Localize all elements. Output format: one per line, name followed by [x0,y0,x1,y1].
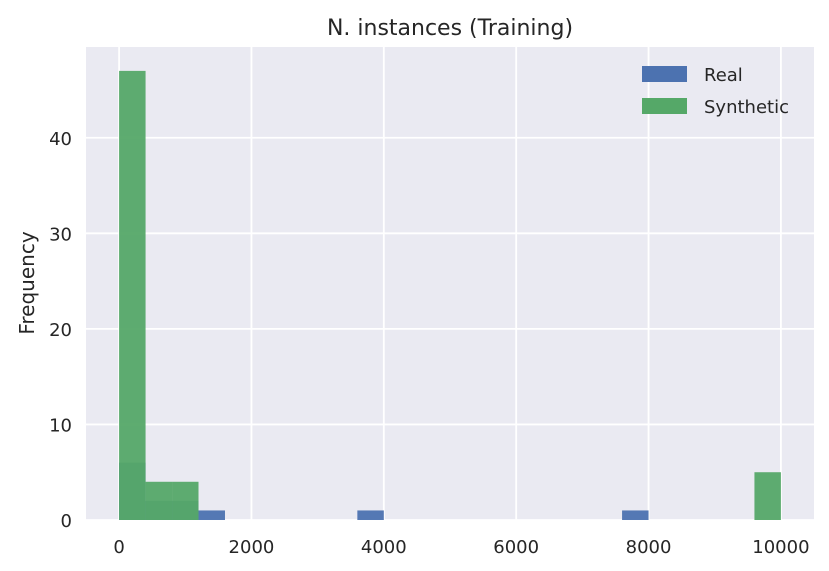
axis-ticks: 0 2000 4000 6000 8000 10000 0 10 20 30 40 [49,129,809,558]
chart-title: N. instances (Training) [327,16,573,41]
bar-synthetic [119,70,146,520]
y-tick-label: 40 [49,129,72,150]
legend-swatch-real [642,66,687,82]
bar-synthetic [145,481,173,520]
legend-swatch-synthetic [642,98,687,114]
x-tick-label: 2000 [229,537,275,558]
x-tick-label: 6000 [493,537,539,558]
y-tick-label: 30 [49,224,72,245]
legend-label-real: Real [704,65,743,86]
y-tick-label: 0 [61,511,72,532]
legend-label-synthetic: Synthetic [704,97,789,118]
y-tick-label: 10 [49,415,72,436]
plot-background [86,47,814,520]
x-tick-label: 10000 [752,537,809,558]
bar-synthetic [172,481,199,520]
bar-real [357,510,384,520]
bar-real [622,510,649,520]
x-tick-label: 0 [113,537,124,558]
y-tick-label: 20 [49,320,72,341]
bar-real [198,510,225,520]
grid-lines [86,47,814,521]
x-tick-label: 8000 [626,537,672,558]
x-tick-label: 4000 [361,537,407,558]
histogram-bars [119,70,781,520]
legend: Real Synthetic [642,65,789,118]
bar-synthetic [754,472,781,520]
y-axis-label: Frequency [15,231,39,334]
